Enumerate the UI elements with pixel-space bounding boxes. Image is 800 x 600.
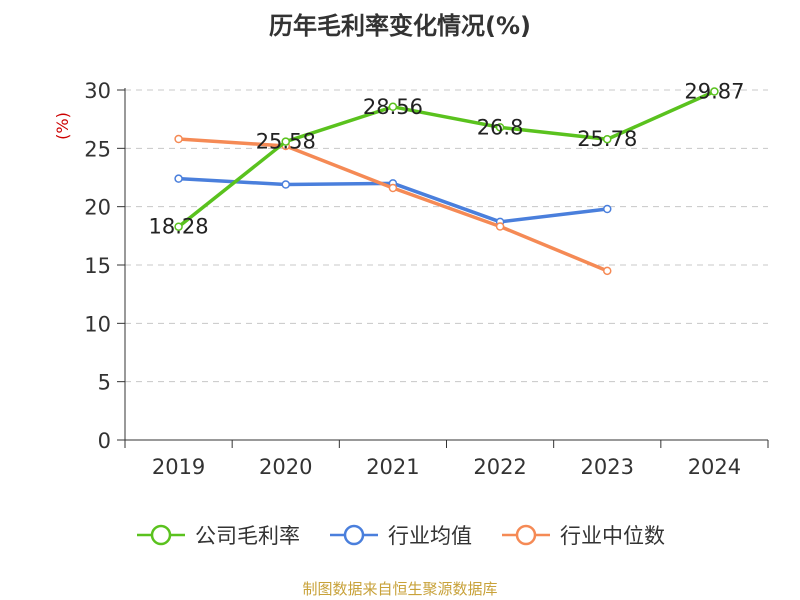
data-point	[281, 180, 290, 189]
source-note: 制图数据来自恒生聚源数据库	[302, 580, 498, 598]
series-lines	[174, 87, 719, 276]
x-tick-label: 2024	[688, 455, 741, 479]
legend-label: 公司毛利率	[195, 524, 300, 548]
data-label: 29.87	[684, 80, 744, 104]
legend-label: 行业均值	[388, 524, 472, 548]
grid-lines	[125, 89, 768, 383]
legend-marker-icon	[137, 524, 185, 546]
y-tick-label: 25	[84, 137, 111, 161]
legend-label: 行业中位数	[560, 524, 665, 548]
data-point	[281, 137, 290, 146]
y-tick-label: 10	[84, 312, 111, 336]
data-point	[388, 102, 398, 112]
legend: 公司毛利率 行业均值 行业中位数	[0, 520, 800, 550]
legend-item[interactable]: 公司毛利率	[135, 520, 300, 550]
data-label: 28.56	[363, 95, 423, 119]
data-point	[174, 222, 183, 231]
data-point	[388, 183, 398, 193]
data-labels: 18.28 25.58 28.56 26.8 25.78 29.87	[149, 80, 745, 239]
x-tick-label: 2020	[259, 455, 312, 479]
y-tick-label: 30	[84, 79, 111, 103]
x-tick-label: 2019	[152, 455, 205, 479]
data-point	[174, 134, 183, 144]
series-line	[177, 89, 716, 229]
data-label: 18.28	[149, 215, 209, 239]
data-point	[603, 204, 612, 214]
y-axis-title: (%)	[53, 112, 72, 140]
x-tick-label: 2023	[581, 455, 634, 479]
axes: 0 5 10 15 20 25 30 2019 2020 2021 2022 2023 2024	[84, 79, 769, 479]
series-line	[178, 137, 608, 273]
data-point	[495, 222, 505, 231]
y-tick-label: 0	[98, 429, 111, 453]
y-tick-label: 15	[84, 254, 111, 278]
data-point	[495, 123, 505, 132]
data-point	[710, 87, 719, 96]
x-tick-label: 2022	[473, 455, 526, 479]
data-point	[603, 134, 612, 144]
data-point	[174, 174, 183, 183]
y-tick-label: 20	[84, 196, 111, 220]
legend-marker-icon	[330, 524, 378, 546]
chart-title: 历年毛利率变化情况(%)	[269, 12, 531, 40]
legend-marker-icon	[502, 524, 550, 546]
x-tick-label: 2021	[366, 455, 419, 479]
data-label: 25.58	[256, 130, 316, 154]
y-tick-label: 5	[98, 371, 111, 395]
data-label: 25.78	[577, 127, 637, 151]
legend-item[interactable]: 行业中位数	[500, 520, 665, 550]
data-point	[603, 266, 612, 276]
data-label: 26.8	[477, 115, 524, 139]
legend-item[interactable]: 行业均值	[328, 520, 472, 550]
